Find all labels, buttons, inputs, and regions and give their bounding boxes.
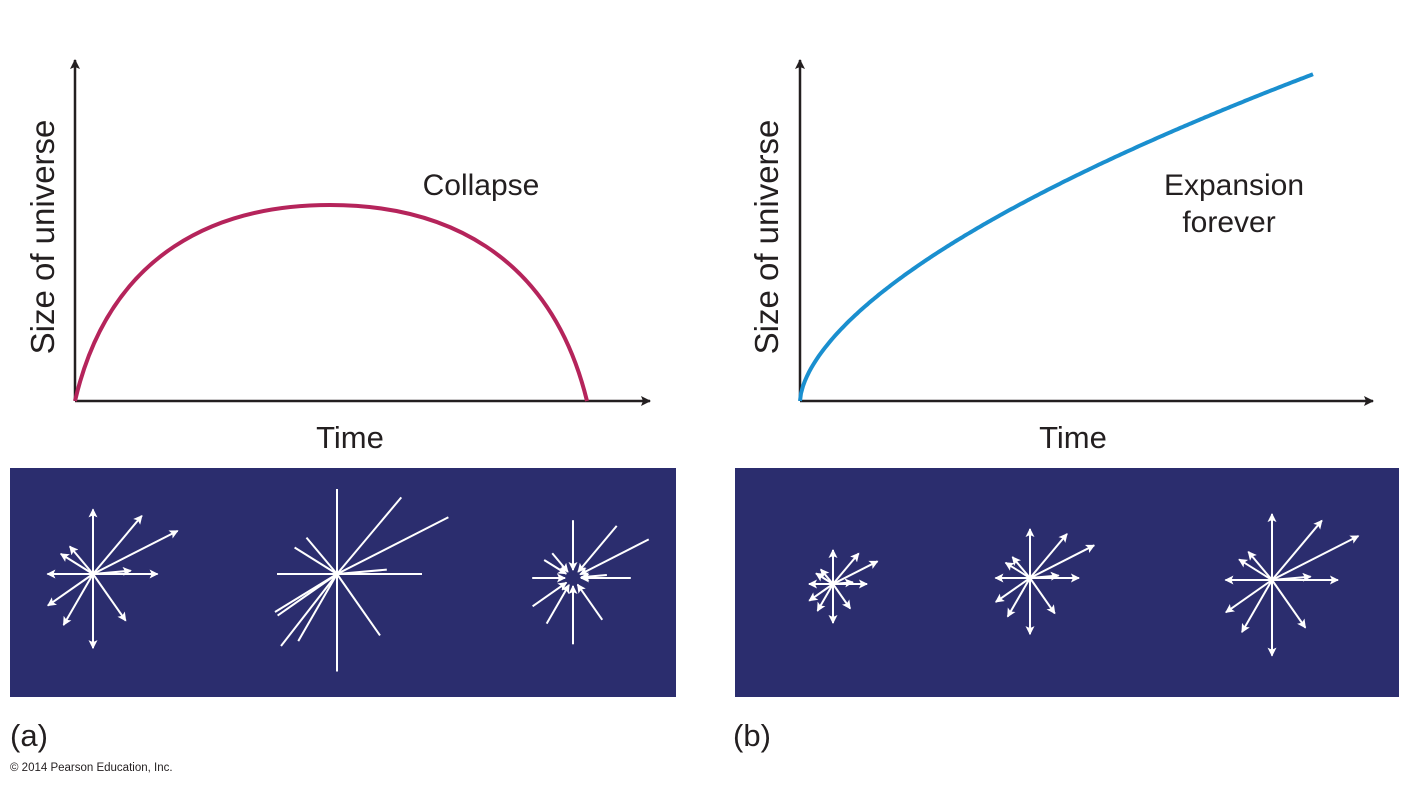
galaxy-motion (1029, 571, 1060, 581)
galaxy-motion (1271, 579, 1307, 629)
galaxy-motion (832, 560, 879, 585)
galaxy-motion (59, 553, 94, 575)
x-axis-label: Time (316, 420, 384, 455)
galaxy-motion (1004, 561, 1031, 579)
curve-label: forever (1182, 206, 1275, 239)
galaxy-motion (832, 583, 852, 610)
collapse-curve (73, 202, 589, 402)
galaxy-motion (576, 583, 604, 621)
galaxy-motion (336, 568, 387, 575)
galaxy-motion (815, 572, 834, 585)
galaxy-motion (832, 552, 860, 585)
galaxy-motion (808, 583, 834, 602)
y-axis-label: Size of universe (748, 120, 785, 355)
bursts (46, 489, 1360, 672)
panel-label: (b) (733, 718, 771, 753)
curve-label: Collapse (423, 169, 540, 202)
galaxy-motion (280, 573, 338, 647)
galaxy-motion (92, 529, 179, 575)
galaxy-motion (305, 536, 338, 575)
galaxy-motion (62, 573, 94, 626)
galaxy-motion (1011, 556, 1031, 579)
galaxy-motion (1247, 550, 1273, 581)
galaxy-motion (92, 515, 143, 575)
galaxy-motion (577, 525, 618, 573)
galaxy-motion (532, 581, 568, 608)
galaxy-motion (994, 577, 1031, 603)
galaxy-motion (297, 573, 338, 642)
galaxy-motion (1029, 544, 1096, 579)
galaxy-motion (1006, 577, 1031, 618)
galaxy-motion (336, 516, 449, 575)
galaxy-motion (1271, 519, 1323, 581)
galaxy-motion (336, 496, 403, 575)
galaxy-motion (294, 546, 338, 575)
galaxy-motion (92, 573, 127, 622)
galaxy-motion (274, 573, 338, 613)
x-axis-label: Time (1039, 420, 1107, 455)
galaxy-motion (543, 559, 568, 575)
panel-label: (a) (10, 718, 48, 753)
galaxy-motion (1271, 572, 1312, 582)
galaxy-motion (579, 572, 607, 582)
y-axis-label: Size of universe (24, 120, 61, 355)
galaxy-motion (1238, 558, 1273, 581)
galaxy-motion (69, 545, 94, 575)
galaxy-motion (92, 566, 132, 576)
galaxy-motion (832, 578, 854, 588)
galaxy-motion (336, 573, 381, 637)
galaxy-motion (1241, 579, 1273, 633)
galaxy-motion (1271, 535, 1360, 581)
galaxy-motion (545, 584, 570, 625)
galaxy-motion (47, 573, 94, 607)
expansion-curve (798, 72, 1314, 402)
galaxy-motion (1029, 577, 1056, 615)
galaxy-motion (579, 538, 650, 576)
galaxy-motion (816, 583, 834, 612)
galaxy-motion (1029, 533, 1068, 579)
copyright: © 2014 Pearson Education, Inc. (10, 762, 173, 774)
galaxy-motion (1225, 579, 1273, 614)
curve-label: Expansion (1164, 169, 1304, 202)
